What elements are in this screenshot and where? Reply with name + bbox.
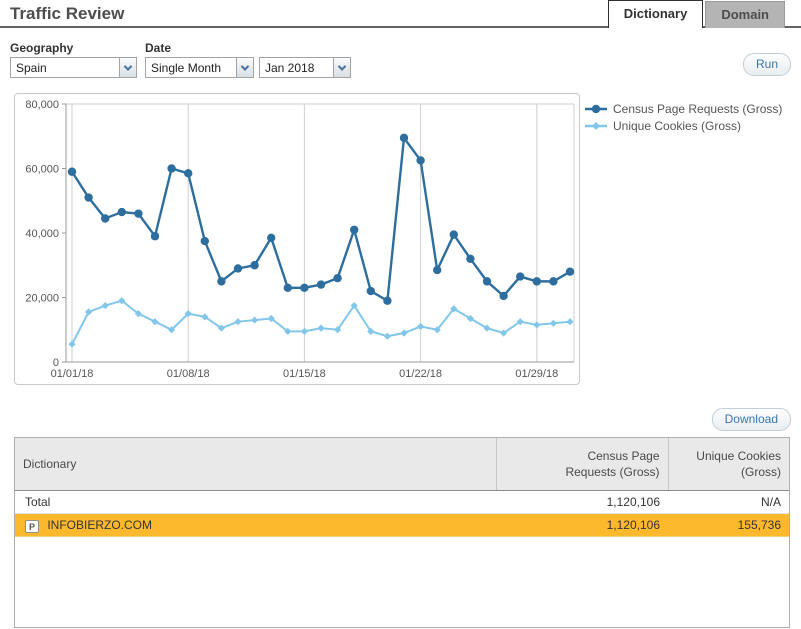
date-month-select[interactable]: Jan 2018: [259, 57, 351, 78]
svg-text:01/08/18: 01/08/18: [167, 368, 210, 380]
svg-text:01/29/18: 01/29/18: [515, 368, 558, 380]
table-row-infobierzo[interactable]: P INFOBIERZO.COM 1,120,106 155,736: [15, 513, 789, 537]
legend-item-census: Census Page Requests (Gross): [585, 102, 782, 116]
column-header-census[interactable]: Census Page Requests (Gross): [495, 438, 668, 491]
date-label: Date: [145, 41, 172, 55]
total-label: Total: [15, 490, 496, 514]
date-month-select-value: Jan 2018: [265, 60, 315, 75]
tab-domain[interactable]: Domain: [705, 1, 785, 28]
svg-text:01/15/18: 01/15/18: [283, 368, 326, 380]
tab-bar: Dictionary Domain: [607, 0, 785, 28]
chevron-down-icon: [119, 58, 136, 77]
dictionary-entry-label: INFOBIERZO.COM: [47, 517, 153, 532]
legend-label: Census Page Requests (Gross): [613, 102, 783, 116]
svg-text:01/01/18: 01/01/18: [51, 368, 94, 380]
column-header-cookies[interactable]: Unique Cookies (Gross): [667, 438, 789, 491]
chevron-down-icon: [236, 58, 253, 77]
geography-select-value: Spain: [16, 60, 47, 75]
page-title: Traffic Review: [10, 4, 125, 23]
table-row-total: Total 1,120,106 N/A: [15, 490, 789, 514]
total-cookies-value: N/A: [668, 490, 789, 514]
legend-census-marker-icon: [585, 104, 607, 114]
chevron-down-icon: [333, 58, 350, 77]
date-type-select[interactable]: Single Month: [145, 57, 254, 78]
svg-text:20,000: 20,000: [25, 293, 59, 305]
chart-legend: Census Page Requests (Gross) Unique Cook…: [585, 102, 782, 136]
chart-section: 0 20,000 40,000 60,000 80,000 01/01/18 01/08/1…: [14, 93, 801, 389]
tab-dictionary[interactable]: Dictionary: [607, 0, 704, 28]
svg-text:01/22/18: 01/22/18: [399, 368, 442, 380]
run-button[interactable]: Run: [742, 53, 791, 76]
legend-label: Unique Cookies (Gross): [613, 119, 742, 133]
results-table: Dictionary Census Page Requests (Gross) …: [15, 438, 789, 537]
svg-text:40,000: 40,000: [25, 228, 59, 240]
geography-select[interactable]: Spain: [10, 57, 137, 78]
traffic-chart: 0 20,000 40,000 60,000 80,000 01/01/18 01/08/1…: [14, 93, 580, 385]
svg-text:80,000: 80,000: [25, 99, 59, 111]
entry-cookies-value: 155,736: [668, 513, 789, 537]
column-header-dictionary[interactable]: Dictionary: [15, 438, 496, 491]
total-census-value: 1,120,106: [496, 490, 668, 514]
entry-census-value: 1,120,106: [496, 513, 668, 537]
property-icon: P: [25, 519, 39, 533]
date-type-select-value: Single Month: [151, 60, 222, 75]
legend-cookies-marker-icon: [585, 122, 607, 130]
header: Traffic Review Dictionary Domain: [0, 0, 801, 28]
svg-text:60,000: 60,000: [25, 164, 59, 176]
results-table-container: Dictionary Census Page Requests (Gross) …: [14, 437, 790, 628]
download-button[interactable]: Download: [711, 408, 791, 431]
legend-item-cookies: Unique Cookies (Gross): [585, 119, 782, 133]
geography-label: Geography: [10, 41, 74, 55]
svg-text:0: 0: [53, 357, 59, 369]
filter-bar: Geography Spain Date Single Month Jan 20…: [10, 41, 791, 79]
